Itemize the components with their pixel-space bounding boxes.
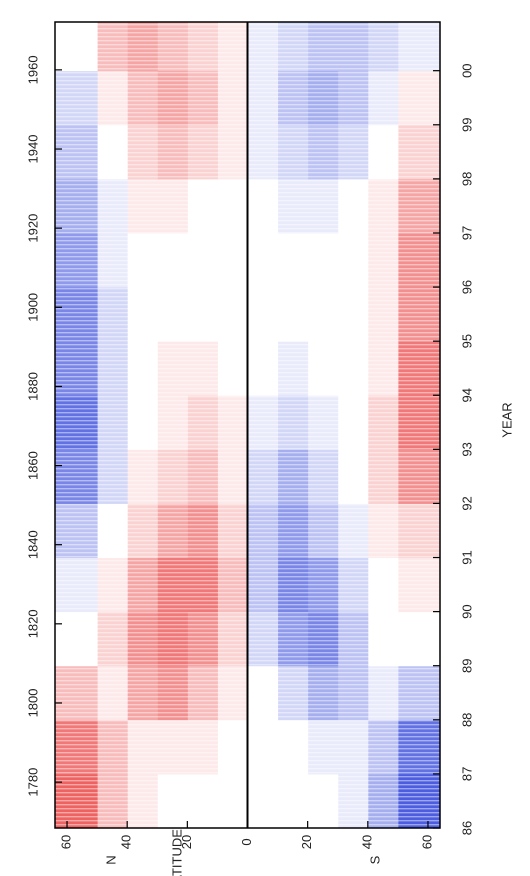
y2-tick-label: 1800 — [25, 689, 40, 718]
y-tick-label: 96 — [459, 280, 474, 294]
north-label: N — [103, 855, 118, 864]
y-tick-label: 95 — [459, 334, 474, 348]
y2-tick-label: 1940 — [25, 135, 40, 164]
y2-tick-label: 1920 — [25, 214, 40, 243]
y-tick-label: 92 — [459, 496, 474, 510]
x-tick-label: 20 — [299, 835, 314, 849]
y-tick-label: 93 — [459, 442, 474, 456]
x-tick-label: 40 — [119, 835, 134, 849]
y-tick-label: 97 — [459, 226, 474, 240]
y2-tick-label: 1840 — [25, 530, 40, 559]
y-tick-label: 87 — [459, 767, 474, 781]
x-tick-label: 0 — [239, 838, 254, 845]
y2-tick-label: 1780 — [25, 768, 40, 797]
y2-tick-label: 1960 — [25, 55, 40, 84]
y2-tick-label: 1900 — [25, 293, 40, 322]
y-tick-label: 86 — [459, 821, 474, 835]
y-tick-label: 94 — [459, 388, 474, 402]
y-tick-label: 88 — [459, 713, 474, 727]
y-tick-label: 98 — [459, 172, 474, 186]
y-tick-label: 00 — [459, 63, 474, 77]
y-tick-label: 90 — [459, 604, 474, 618]
y-tick-label: 89 — [459, 658, 474, 672]
x-tick-label: 40 — [359, 835, 374, 849]
south-label: S — [367, 855, 382, 864]
y-axis-title: YEAR — [499, 402, 514, 437]
x-tick-label: 20 — [179, 835, 194, 849]
y2-tick-label: 1880 — [25, 372, 40, 401]
x-axis-title: LATITUDE — [169, 829, 184, 876]
y-tick-label: 91 — [459, 550, 474, 564]
x-tick-label: 60 — [419, 835, 434, 849]
x-tick-label: 60 — [58, 835, 73, 849]
y-tick-label: 99 — [459, 118, 474, 132]
y2-tick-label: 1860 — [25, 451, 40, 480]
y2-tick-label: 1820 — [25, 609, 40, 638]
